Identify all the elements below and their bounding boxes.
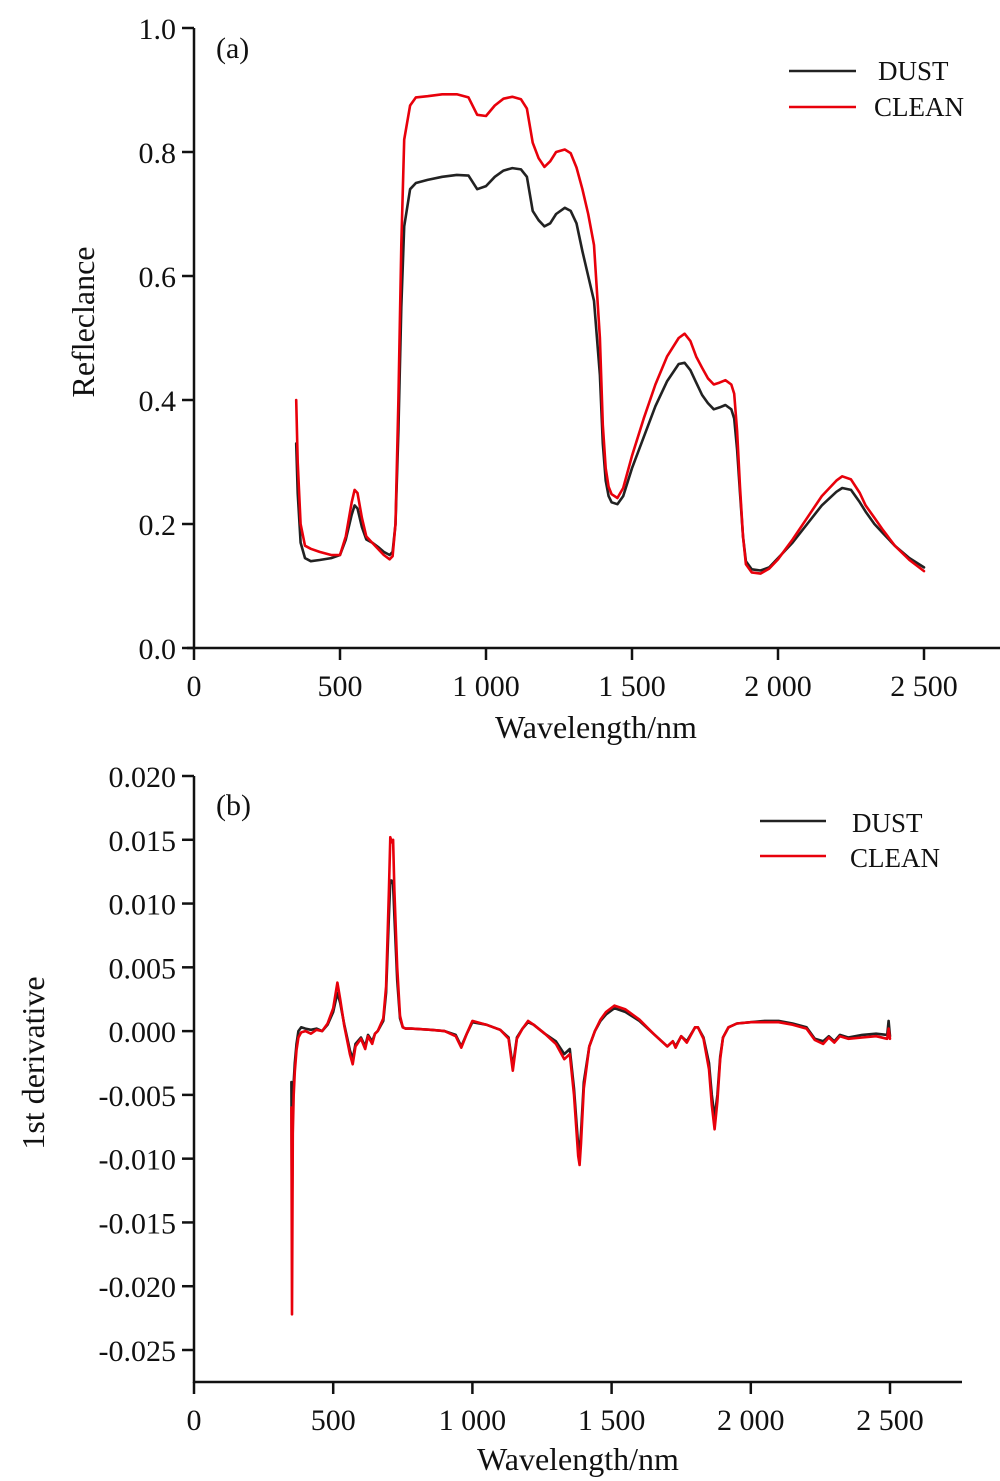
y-tick-label: 0.0 bbox=[139, 633, 177, 666]
y-tick-label: 0.005 bbox=[109, 952, 177, 985]
legend-label-clean: CLEAN bbox=[850, 843, 940, 873]
panel-b-label: (b) bbox=[216, 789, 251, 822]
x-tick-label: 500 bbox=[318, 670, 363, 703]
panel-a-y-ticks: 0.0 0.2 0.4 0.6 0.8 1.0 bbox=[139, 13, 194, 666]
y-tick-label: 0.015 bbox=[109, 825, 177, 858]
y-tick-label: -0.025 bbox=[99, 1335, 177, 1368]
legend-label-dust: DUST bbox=[852, 808, 923, 838]
y-tick-label: 0.8 bbox=[139, 137, 177, 170]
y-tick-label: 1.0 bbox=[139, 13, 177, 46]
y-tick-label: -0.010 bbox=[99, 1144, 177, 1177]
series-line-clean bbox=[290, 835, 892, 1316]
panel-a-series bbox=[294, 93, 926, 575]
panel-a-label: (a) bbox=[216, 32, 249, 65]
panel-b-x-ticks: 0 500 1 000 1 500 2 000 2 500 bbox=[187, 1382, 924, 1437]
x-tick-label: 1 000 bbox=[439, 1404, 507, 1437]
y-tick-label: -0.020 bbox=[99, 1271, 177, 1304]
x-tick-label: 2 000 bbox=[717, 1404, 785, 1437]
x-tick-label: 2 000 bbox=[744, 670, 812, 703]
x-tick-label: 1 500 bbox=[598, 670, 666, 703]
panel-a-y-axis-title: Refleclance bbox=[65, 247, 101, 398]
y-tick-label: -0.005 bbox=[99, 1080, 177, 1113]
x-tick-label: 2 500 bbox=[856, 1404, 924, 1437]
panel-b-axes bbox=[192, 776, 962, 1384]
x-tick-label: 1 500 bbox=[578, 1404, 646, 1437]
y-tick-label: 0.020 bbox=[109, 761, 177, 794]
panel-b-derivative-chart: 0.020 0.015 0.010 0.005 0.000 -0.005 -0.010 -0.… bbox=[15, 761, 962, 1477]
panel-a-x-axis-title: Wavelength/nm bbox=[495, 709, 697, 745]
y-tick-label: 0.2 bbox=[139, 509, 177, 542]
x-tick-label: 1 000 bbox=[452, 670, 520, 703]
panel-a-x-ticks: 0 500 1 000 1 500 2 000 2 500 bbox=[187, 648, 958, 703]
y-tick-label: -0.015 bbox=[99, 1207, 177, 1240]
y-tick-label: 0.6 bbox=[139, 261, 177, 294]
x-tick-label: 0 bbox=[187, 1404, 202, 1437]
y-tick-label: 0.4 bbox=[139, 385, 177, 418]
panel-b-series bbox=[290, 835, 892, 1316]
y-tick-label: 0.010 bbox=[109, 889, 177, 922]
x-tick-label: 0 bbox=[187, 670, 202, 703]
legend-label-dust: DUST bbox=[878, 56, 949, 86]
panel-a-reflectance-chart: 0.0 0.2 0.4 0.6 0.8 1.0 0 500 1 000 1 500 2 000 2 … bbox=[65, 13, 1000, 745]
series-line-dust bbox=[290, 879, 892, 1224]
panel-b-legend: DUST CLEAN bbox=[760, 808, 940, 873]
x-tick-label: 500 bbox=[311, 1404, 356, 1437]
panel-b-x-axis-title: Wavelength/nm bbox=[477, 1441, 679, 1477]
panel-a-legend: DUST CLEAN bbox=[789, 56, 964, 122]
series-line-dust bbox=[294, 166, 926, 572]
x-tick-label: 2 500 bbox=[890, 670, 958, 703]
panel-b-y-axis-title: 1st derivative bbox=[15, 976, 51, 1149]
panel-a-axes bbox=[187, 28, 1000, 650]
y-tick-label: 0.000 bbox=[109, 1016, 177, 1049]
legend-label-clean: CLEAN bbox=[874, 92, 964, 122]
series-line-clean bbox=[294, 93, 926, 575]
panel-b-y-ticks: 0.020 0.015 0.010 0.005 0.000 -0.005 -0.010 -0.… bbox=[99, 761, 194, 1368]
